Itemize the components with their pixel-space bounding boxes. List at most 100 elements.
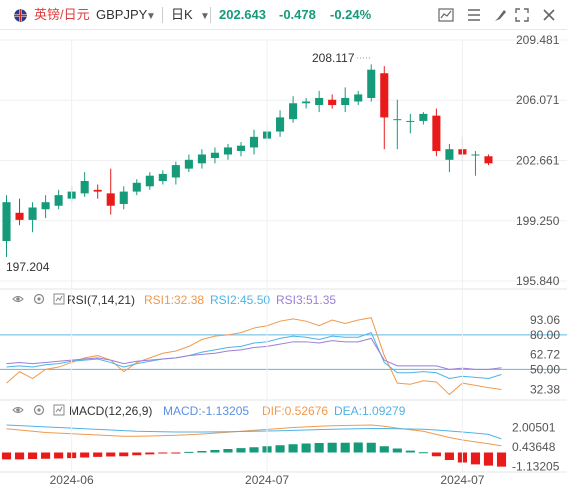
eye-icon[interactable] xyxy=(12,407,24,413)
rsi-label: RSI(7,14,21) xyxy=(67,293,135,307)
chevron-down-icon[interactable]: ▼ xyxy=(200,11,210,22)
low-label: 197.204 xyxy=(6,260,50,274)
chart-toolbar: 英镑/日元 GBPJPY ▼ 日K ▼ 202.643 -0.478 -0.24… xyxy=(0,0,567,30)
candle-body xyxy=(223,147,232,155)
rsi1-legend: RSI1:32.38 xyxy=(144,293,204,307)
gbp-flag-icon xyxy=(14,9,27,22)
candle-body xyxy=(197,154,206,164)
macd-tick-label: 2.00501 xyxy=(512,420,556,434)
macd-histogram-bar xyxy=(236,448,246,453)
y-tick-label: 195.840 xyxy=(516,274,560,288)
macd-panel: 2.00501 0.43648 -1.13205 xyxy=(1,420,560,474)
macd-histogram-bar xyxy=(275,445,285,453)
price-change-percent: -0.24% xyxy=(330,7,372,22)
y-tick-label: 206.071 xyxy=(516,93,560,107)
price-change: -0.478 xyxy=(279,7,316,22)
macd-histogram-bar xyxy=(431,452,441,457)
draw-tool-icon[interactable] xyxy=(465,6,483,24)
rsi-line-rsi2 xyxy=(6,332,502,380)
macd-label: MACD(12,26,9) xyxy=(69,404,152,418)
macd-histogram-bar xyxy=(80,452,90,458)
candle-body xyxy=(80,181,89,194)
macd-histogram-bar xyxy=(223,449,233,453)
last-price: 202.643 xyxy=(219,7,266,22)
rsi2-legend: RSI2:45.50 xyxy=(210,293,270,307)
macd-histogram-bar xyxy=(444,452,454,460)
y-tick-label: 202.661 xyxy=(516,153,560,167)
indicator-box-icon[interactable] xyxy=(53,293,65,305)
macd-histogram-bar xyxy=(288,444,298,453)
candle-body xyxy=(419,113,428,121)
candle-body xyxy=(302,101,311,104)
symbol-code[interactable]: GBPJPY xyxy=(96,7,148,22)
symbol-name[interactable]: 英镑/日元 xyxy=(34,7,90,22)
y-tick-label: 199.250 xyxy=(516,214,560,228)
macd-histogram-bar xyxy=(210,450,220,453)
macd-histogram-bar xyxy=(132,452,142,456)
macd-histogram-bar xyxy=(145,452,155,455)
dif-line xyxy=(6,424,502,447)
indicator-icon[interactable] xyxy=(437,6,455,24)
macd-histogram-bar xyxy=(405,450,415,453)
macd-histogram-bar xyxy=(119,452,129,457)
price-panel: 208.117 197.204 209.481 206.071 202.661 199… xyxy=(0,33,567,288)
indicator-box-icon[interactable] xyxy=(53,404,65,416)
macd-histogram-bar xyxy=(184,451,194,453)
y-tick-label: 209.481 xyxy=(516,33,560,47)
macd-tick-label: -1.13205 xyxy=(512,460,560,474)
macd-histogram-bar xyxy=(171,452,181,454)
high-label: 208.117 xyxy=(312,51,355,65)
macd-histogram-bar xyxy=(483,452,494,466)
macd-histogram-bar xyxy=(249,447,259,453)
toolbar-divider xyxy=(210,7,211,23)
candle-body xyxy=(145,175,154,187)
macd-histogram-bar xyxy=(353,442,363,453)
x-tick-label: 2024-06 xyxy=(50,473,94,487)
close-icon[interactable] xyxy=(540,6,558,24)
x-tick-label: 2024-07 xyxy=(440,473,484,487)
eye-icon[interactable] xyxy=(12,296,24,302)
macd-histogram-bar xyxy=(106,452,116,457)
toolbar-divider xyxy=(162,7,163,23)
chevron-down-icon[interactable]: ▼ xyxy=(146,11,156,22)
macd-histogram-bar xyxy=(41,452,51,459)
candle-body xyxy=(210,152,219,159)
gear-icon[interactable] xyxy=(33,404,45,416)
candle-body xyxy=(276,117,285,132)
macd-histogram-bar xyxy=(496,452,507,467)
price-grid xyxy=(0,39,567,282)
rsi3-legend: RSI3:51.35 xyxy=(276,293,336,307)
candlestick-series xyxy=(2,57,493,257)
candle-body xyxy=(315,97,324,106)
dea-legend: DEA:1.09279 xyxy=(334,404,406,418)
macd-histogram-bar xyxy=(418,452,428,454)
candle-body xyxy=(367,69,376,98)
macd-histogram-bar xyxy=(54,452,64,459)
macd-header: MACD(12,26,9) MACD:-1.13205 DIF:0.52676 … xyxy=(12,404,406,418)
candle-body xyxy=(484,156,493,164)
macd-histogram-bar xyxy=(379,446,389,453)
candle-body xyxy=(41,202,50,210)
candle-body xyxy=(2,202,11,242)
rsi-tick-label: 80.00 xyxy=(530,328,560,342)
candle-body xyxy=(328,99,337,106)
macd-histogram-bar xyxy=(28,452,38,459)
candle-body xyxy=(184,159,193,169)
candle-body xyxy=(249,136,259,148)
macd-histogram-bar xyxy=(327,442,337,453)
macd-histogram-bar xyxy=(93,452,103,457)
gear-icon[interactable] xyxy=(33,293,45,305)
macd-histogram-bar xyxy=(14,452,25,460)
fullscreen-icon[interactable] xyxy=(513,6,531,24)
x-tick-label: 2024-07 xyxy=(245,473,289,487)
timeframe-selector[interactable]: 日K xyxy=(171,7,193,22)
candle-body xyxy=(341,97,350,106)
macd-histogram-bar xyxy=(366,442,376,453)
candle-body xyxy=(15,212,24,220)
brush-icon[interactable] xyxy=(491,6,509,24)
rsi-header: RSI(7,14,21) RSI1:32.38 RSI2:45.50 RSI3:… xyxy=(12,293,336,307)
macd-histogram-bar xyxy=(392,448,402,453)
candle-body xyxy=(289,103,298,120)
candle-body xyxy=(471,154,480,156)
